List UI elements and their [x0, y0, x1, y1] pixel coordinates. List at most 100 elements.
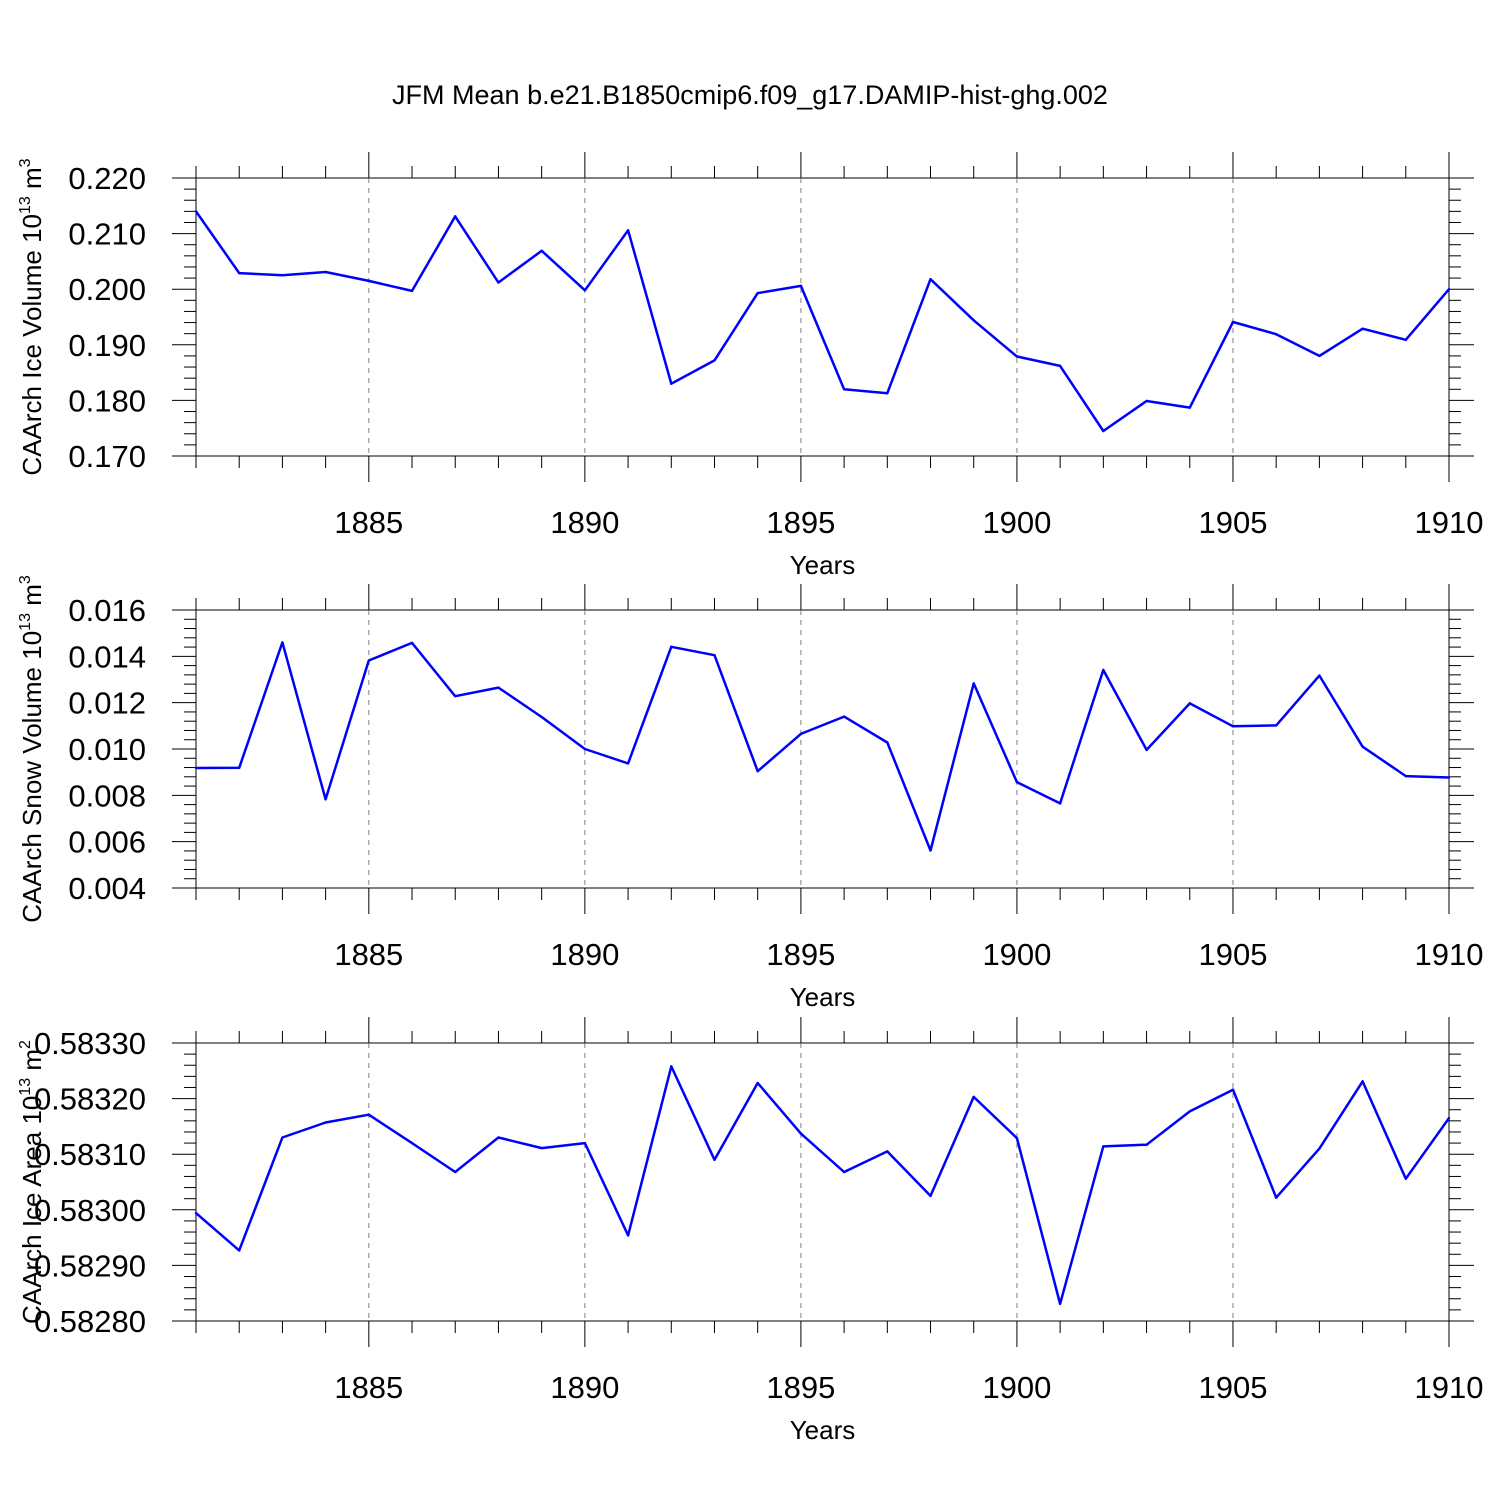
- data-point: [1058, 802, 1062, 805]
- y-tick-label: 0.58280: [34, 1304, 146, 1339]
- data-point: [713, 653, 716, 657]
- panel-3: 1885 1890 1895 1900 1905 1910 0.58280 0.58290 0.…: [17, 1017, 1483, 1445]
- series-line: [195, 1065, 1451, 1306]
- data-point: [1361, 745, 1364, 748]
- data-point: [1361, 327, 1364, 330]
- data-point: [1058, 364, 1062, 368]
- data-point: [626, 1234, 630, 1237]
- x-axis-title: Years: [790, 550, 856, 580]
- y-tick-label: 0.58310: [34, 1137, 146, 1172]
- data-point: [324, 798, 327, 801]
- x-tick-label: 1910: [1415, 1370, 1484, 1405]
- x-tick-label: 1905: [1198, 937, 1267, 972]
- y-tick-label: 0.006: [68, 825, 146, 860]
- y-axis-title: CAArch Snow Volume 1013 m3: [17, 575, 47, 923]
- chart-title: JFM Mean b.e21.B1850cmip6.f09_g17.DAMIP-…: [392, 80, 1108, 110]
- data-point: [583, 747, 587, 751]
- x-tick-label: 1890: [550, 1370, 619, 1405]
- y-tick-label: 0.012: [68, 686, 146, 721]
- data-point: [1318, 674, 1321, 677]
- data-point: [1188, 1110, 1191, 1113]
- y-tick-label: 0.58320: [34, 1082, 146, 1117]
- data-point: [194, 766, 198, 770]
- data-point: [1447, 776, 1451, 779]
- x-tick-label: 1900: [982, 505, 1051, 540]
- data-point: [670, 1065, 673, 1068]
- y-tick-label: 0.220: [68, 161, 146, 196]
- data-point: [1102, 1145, 1105, 1148]
- data-point: [626, 229, 630, 232]
- data-point: [1404, 774, 1407, 778]
- panel-2: 1885 1890 1895 1900 1905 1910 0.004 0.006 0.008 0…: [17, 575, 1483, 1012]
- data-point: [1145, 399, 1148, 403]
- data-point: [540, 249, 543, 253]
- data-point: [1404, 338, 1407, 341]
- data-point: [454, 215, 457, 218]
- data-point: [1231, 725, 1235, 728]
- data-point: [238, 1249, 241, 1252]
- data-point: [1102, 429, 1105, 433]
- data-point: [972, 319, 975, 322]
- data-point: [842, 1170, 846, 1174]
- data-point: [540, 1146, 543, 1150]
- data-point: [194, 1211, 198, 1215]
- data-point: [324, 270, 327, 274]
- x-tick-label: 1900: [982, 937, 1051, 972]
- data-point: [1447, 1116, 1451, 1120]
- x-tick-label: 1885: [334, 505, 403, 540]
- data-point: [454, 1170, 457, 1174]
- data-point: [670, 382, 673, 385]
- y-tick-label: 0.58330: [34, 1026, 146, 1061]
- x-tick-label: 1910: [1415, 505, 1484, 540]
- data-point: [281, 1136, 284, 1139]
- data-point: [410, 641, 414, 645]
- y-tick-label: 0.004: [68, 871, 146, 906]
- data-point: [886, 391, 889, 395]
- data-point: [756, 1081, 759, 1085]
- y-tick-label: 0.016: [68, 593, 146, 628]
- data-point: [238, 766, 241, 769]
- x-tick-label: 1885: [334, 1370, 403, 1405]
- data-point: [799, 284, 803, 288]
- data-point: [929, 849, 932, 852]
- y-tick-label: 0.58290: [34, 1248, 146, 1283]
- data-point: [1274, 1196, 1278, 1199]
- y-axis-title: CAArch Ice Area 1013 m2: [17, 1040, 47, 1324]
- x-axis-title: Years: [790, 1415, 856, 1445]
- data-point: [1274, 333, 1278, 336]
- series-line: [194, 210, 1450, 433]
- y-tick-label: 0.58300: [34, 1193, 146, 1228]
- data-point: [1188, 702, 1191, 705]
- data-point: [886, 741, 889, 744]
- data-point: [497, 686, 500, 689]
- x-tick-label: 1895: [766, 505, 835, 540]
- data-point: [1231, 1088, 1235, 1091]
- data-point: [842, 388, 846, 391]
- data-point: [1145, 1143, 1148, 1146]
- data-point: [972, 682, 975, 685]
- data-point: [842, 715, 846, 718]
- data-point: [583, 1141, 587, 1145]
- x-tick-label: 1885: [334, 937, 403, 972]
- data-point: [1274, 724, 1278, 727]
- y-tick-label: 0.190: [68, 328, 146, 363]
- data-point: [670, 645, 673, 649]
- x-tick-label: 1905: [1198, 1370, 1267, 1405]
- data-point: [583, 289, 587, 292]
- x-tick-label: 1895: [766, 937, 835, 972]
- y-tick-label: 0.180: [68, 383, 146, 418]
- data-point: [1318, 354, 1321, 358]
- series-line: [195, 641, 1450, 852]
- x-tick-label: 1900: [982, 1370, 1051, 1405]
- data-point: [1102, 668, 1105, 672]
- data-point: [367, 1113, 371, 1116]
- data-point: [626, 762, 630, 765]
- y-tick-label: 0.210: [68, 217, 146, 252]
- data-point: [799, 732, 803, 736]
- data-point: [497, 1136, 500, 1139]
- data-point: [1188, 406, 1191, 409]
- data-point: [929, 277, 932, 281]
- x-tick-label: 1890: [550, 937, 619, 972]
- data-point: [1145, 748, 1148, 752]
